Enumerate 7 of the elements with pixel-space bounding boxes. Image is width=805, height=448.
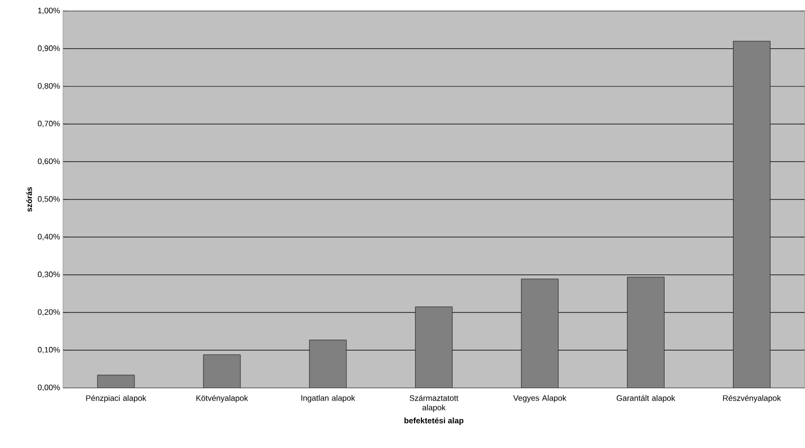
bar — [309, 340, 347, 388]
bar — [627, 276, 664, 388]
bar — [203, 354, 241, 388]
bar — [97, 375, 134, 388]
bar — [733, 41, 770, 388]
bar — [415, 306, 453, 388]
bar — [521, 278, 558, 388]
